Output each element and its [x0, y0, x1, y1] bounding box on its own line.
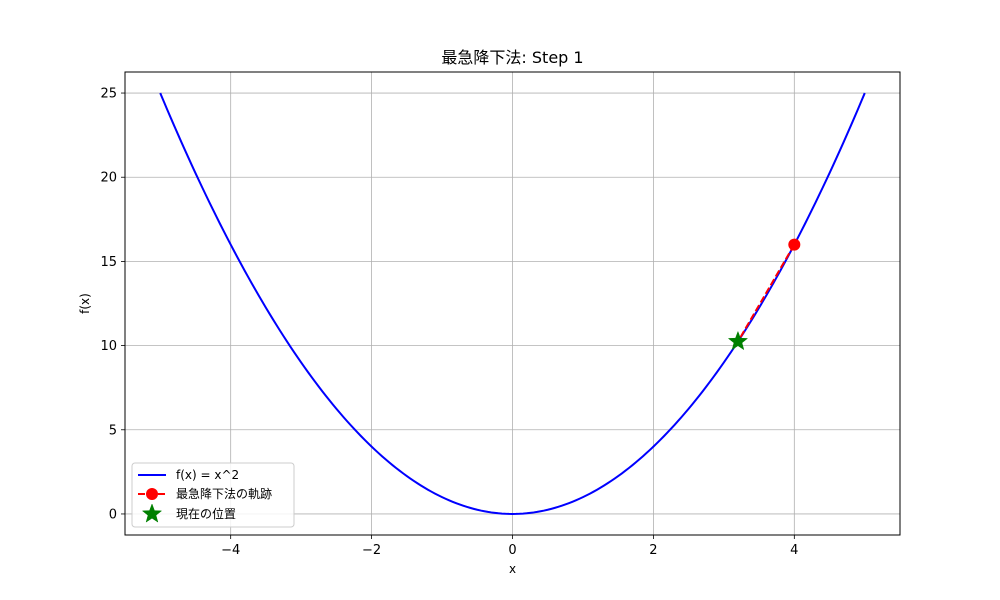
x-tick-label: 4 — [790, 543, 798, 558]
x-tick-label: −4 — [221, 543, 240, 558]
x-tick-label: −2 — [362, 543, 381, 558]
x-axis-label: x — [509, 562, 516, 576]
y-tick-label: 0 — [109, 507, 117, 522]
y-tick-label: 15 — [100, 255, 117, 270]
chart-title: 最急降下法: Step 1 — [441, 48, 583, 67]
legend-trajectory-marker — [146, 488, 158, 500]
current-position-star — [727, 330, 749, 351]
y-tick-label: 20 — [100, 171, 117, 186]
legend-label: f(x) = x^2 — [176, 468, 239, 482]
legend-label: 現在の位置 — [176, 506, 236, 521]
y-axis-label: f(x) — [78, 293, 92, 314]
grid — [125, 72, 900, 535]
trajectory-point — [788, 238, 801, 251]
y-tick-label: 25 — [100, 87, 117, 102]
y-tick-label: 5 — [109, 423, 117, 438]
ticks: −4 −2 0 2 4 0 5 10 15 20 25 — [100, 87, 798, 558]
legend-label: 最急降下法の軌跡 — [176, 486, 272, 501]
legend-star-marker — [141, 503, 163, 523]
x-tick-label: 0 — [508, 543, 516, 558]
x-tick-label: 2 — [649, 543, 657, 558]
plot-data — [159, 92, 866, 515]
trajectory-line — [737, 244, 796, 343]
legend-box — [131, 462, 295, 528]
y-tick-label: 10 — [100, 339, 117, 354]
